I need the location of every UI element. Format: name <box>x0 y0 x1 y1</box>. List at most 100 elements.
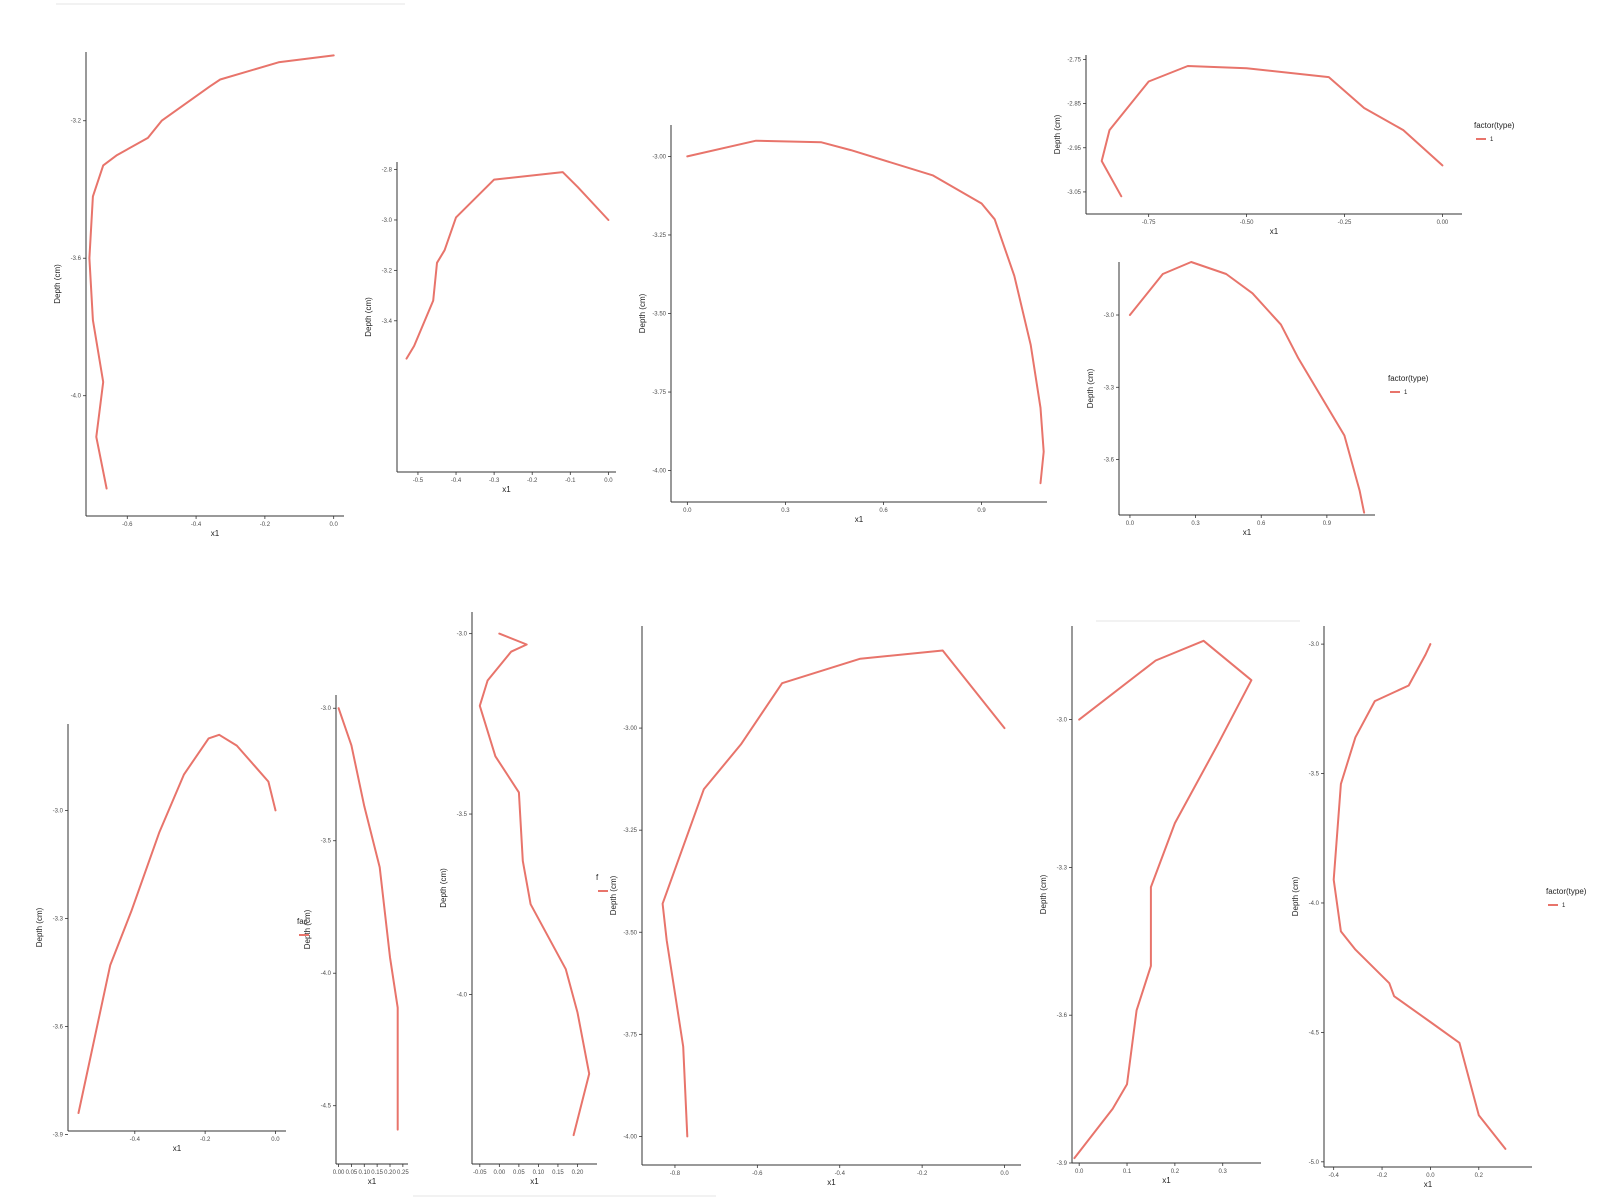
series-line-1 <box>77 733 277 1114</box>
y-tick-label: -3.75 <box>623 1032 637 1038</box>
x-tick-label: 0.0 <box>1126 521 1135 527</box>
y-tick-label: -4.00 <box>652 469 666 475</box>
chart-panel-10: 0.0 0.1 0.2 0.3 -3.0 -3.3 -3.6 -3.9 x1 Depth (cm) <box>1039 626 1261 1185</box>
y-tick-label: -2.8 <box>382 168 393 174</box>
x-tick-label: -0.6 <box>752 1171 763 1177</box>
y-axis-label: Depth (cm) <box>1039 874 1048 914</box>
series-line-1 <box>686 139 1045 485</box>
x-tick-label: -0.2 <box>1377 1173 1388 1179</box>
x-axis-label: x1 <box>530 1177 539 1186</box>
x-tick-label: -0.25 <box>1338 220 1352 226</box>
y-axis-label: Depth (cm) <box>303 909 312 949</box>
y-tick-label: -2.95 <box>1067 146 1081 152</box>
y-tick-label: -4.0 <box>1309 901 1320 907</box>
y-axis-label: Depth (cm) <box>364 297 373 337</box>
x-tick-label: 0.6 <box>1257 521 1266 527</box>
y-tick-label: -4.00 <box>623 1134 637 1140</box>
series-line-1 <box>337 707 399 1131</box>
y-tick-label: -2.75 <box>1067 57 1081 63</box>
x-tick-label: -0.2 <box>260 522 271 528</box>
chart-panel-9: -0.8 -0.6 -0.4 -0.2 0.0 -3.00 -3.25 -3.50 -3.75 -… <box>596 626 1021 1187</box>
y-tick-label: -3.0 <box>457 632 468 638</box>
x-tick-label: -0.4 <box>451 478 462 484</box>
x-tick-label: 0.1 <box>1123 1169 1132 1175</box>
x-tick-label: 0.25 <box>397 1170 409 1176</box>
x-tick-label: 0.00 <box>1437 220 1449 226</box>
y-tick-label: -3.00 <box>652 154 666 160</box>
chart-panel-11: -0.4 -0.2 0.0 0.2 -3.0 -3.5 -4.0 -4.5 -5.0 x1 Dept… <box>1291 626 1587 1189</box>
y-tick-label: -3.0 <box>1057 718 1068 724</box>
x-tick-label: 0.3 <box>1191 521 1200 527</box>
x-axis-label: x1 <box>1162 1176 1171 1185</box>
x-tick-label: -0.05 <box>473 1170 487 1176</box>
x-tick-label: 0.3 <box>1219 1169 1228 1175</box>
y-tick-label: -3.9 <box>1057 1161 1068 1167</box>
y-tick-label: -3.9 <box>53 1133 64 1139</box>
y-tick-label: -3.3 <box>1057 865 1068 871</box>
y-axis-label: Depth (cm) <box>439 868 448 908</box>
legend-key-label: 1 <box>1562 903 1566 909</box>
legend: f <box>596 873 608 892</box>
legend-title: fac <box>297 917 308 926</box>
series-line-1 <box>1073 639 1253 1160</box>
x-tick-label: 0.05 <box>346 1170 358 1176</box>
y-tick-label: -5.0 <box>1309 1160 1320 1166</box>
chart-panel-5: 0.0 0.3 0.6 0.9 -3.0 -3.3 -3.6 x1 Depth (cm) fact… <box>1086 261 1429 537</box>
y-tick-label: -3.50 <box>623 930 637 936</box>
x-tick-label: -0.2 <box>527 478 538 484</box>
x-tick-label: 0.2 <box>1475 1173 1484 1179</box>
x-tick-label: 0.9 <box>977 508 986 514</box>
x-axis-label: x1 <box>1270 227 1279 236</box>
y-tick-label: -3.5 <box>321 839 332 845</box>
legend-title: f <box>596 873 599 882</box>
chart-panel-1: -0.6 -0.4 -0.2 0.0 -3.2 -3.6 -4.0 x1 Depth (cm) <box>53 52 344 538</box>
x-axis-label: x1 <box>1424 1180 1433 1189</box>
y-tick-label: -3.0 <box>1309 642 1320 648</box>
y-tick-label: -3.6 <box>1104 458 1115 464</box>
series-line-1 <box>478 632 591 1137</box>
x-axis-label: x1 <box>502 485 511 494</box>
x-tick-label: 0.0 <box>1075 1169 1084 1175</box>
x-tick-label: -0.4 <box>130 1137 141 1143</box>
chart-panel-6: -0.4 -0.2 0.0 -3.0 -3.3 -3.6 -3.9 x1 Depth (cm) <box>35 724 286 1153</box>
x-tick-label: 0.0 <box>604 478 613 484</box>
legend: factor(type) 1 <box>1388 374 1429 396</box>
y-tick-label: -3.4 <box>382 319 393 325</box>
y-tick-label: -3.0 <box>382 218 393 224</box>
legend-title: factor(type) <box>1474 121 1515 130</box>
y-tick-label: -4.0 <box>71 394 82 400</box>
chart-panel-2: -0.5 -0.4 -0.3 -0.2 -0.1 0.0 -2.8 -3.0 -3.2 -3.4 x… <box>364 162 616 494</box>
y-tick-label: -3.6 <box>1057 1013 1068 1019</box>
x-tick-label: 0.20 <box>572 1170 584 1176</box>
x-tick-label: 0.20 <box>384 1170 396 1176</box>
chart-panel-8: -0.05 0.00 0.05 0.10 0.15 0.20 -3.0 -3.5 -4.0 x1 D… <box>439 612 597 1186</box>
y-tick-label: -3.0 <box>1104 313 1115 319</box>
y-tick-label: -3.2 <box>382 268 393 274</box>
x-tick-label: -0.1 <box>565 478 576 484</box>
x-tick-label: 0.10 <box>358 1170 370 1176</box>
x-tick-label: 0.0 <box>683 508 692 514</box>
x-tick-label: 0.0 <box>1426 1173 1435 1179</box>
legend: factor(type) 1 <box>1474 121 1515 143</box>
x-tick-label: -0.8 <box>670 1171 681 1177</box>
x-tick-label: 0.2 <box>1171 1169 1180 1175</box>
chart-panel-4: -0.75 -0.50 -0.25 0.00 -2.75 -2.85 -2.95 -3.05 x… <box>1053 55 1515 236</box>
y-tick-label: -3.3 <box>53 916 64 922</box>
chart-panel-7: 0.00 0.05 0.10 0.15 0.20 0.25 -3.0 -3.5 -4.0 -4.5… <box>297 695 409 1186</box>
x-axis-label: x1 <box>173 1144 182 1153</box>
x-tick-label: 0.15 <box>371 1170 383 1176</box>
y-tick-label: -3.05 <box>1067 190 1081 196</box>
y-tick-label: -4.5 <box>321 1104 332 1110</box>
y-tick-label: -3.3 <box>1104 385 1115 391</box>
x-axis-label: x1 <box>855 515 864 524</box>
legend-title: factor(type) <box>1388 374 1429 383</box>
x-tick-label: 0.05 <box>513 1170 525 1176</box>
y-axis-label: Depth (cm) <box>638 293 647 333</box>
y-tick-label: -3.50 <box>652 312 666 318</box>
y-tick-label: -3.00 <box>623 726 637 732</box>
legend-key-label: 1 <box>1490 137 1494 143</box>
x-tick-label: -0.5 <box>413 478 424 484</box>
x-tick-label: 0.00 <box>494 1170 506 1176</box>
y-axis-label: Depth (cm) <box>53 264 62 304</box>
